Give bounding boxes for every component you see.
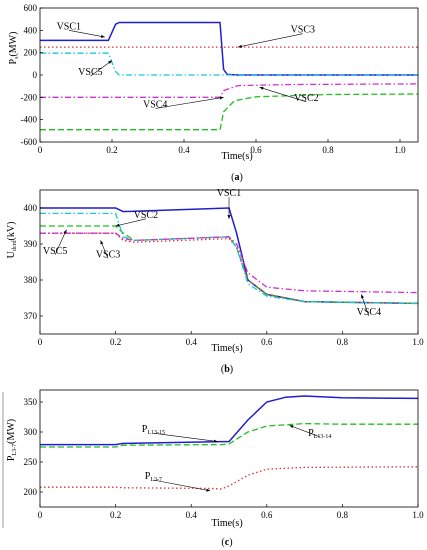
annotation-arrow <box>155 97 224 109</box>
series-l13-15-line <box>40 395 419 446</box>
annotation-label: VSC2 <box>294 93 318 104</box>
annotation-arrow <box>68 30 105 38</box>
annotation-arrowhead <box>108 60 112 64</box>
annotation-arrowhead <box>259 86 264 90</box>
annotation-arrow <box>115 218 146 227</box>
annotation-arrowhead <box>227 215 231 219</box>
x-tick-label: 1.0 <box>412 510 424 520</box>
y-tick-label: 300 <box>24 427 38 437</box>
x-tick-label: 0.4 <box>186 337 198 347</box>
x-axis-label: Time(s) <box>221 151 252 162</box>
x-axis-label: Time(s) <box>211 518 242 529</box>
annotation-label: PL3-7 <box>145 471 162 483</box>
annotation-arrowhead <box>213 439 218 443</box>
series-vsc4-line <box>40 232 419 294</box>
x-tick-label: 0.2 <box>110 510 121 520</box>
annotation-label: VSC5 <box>43 246 67 257</box>
annotation-label: VSC4 <box>143 100 167 111</box>
y-axis-label: Ps(MW) <box>8 32 20 65</box>
annotation-arrow <box>289 425 320 438</box>
annotation-label: VSC3 <box>96 249 120 260</box>
y-tick-label: 400 <box>24 203 38 213</box>
annotation-arrow <box>237 33 303 48</box>
series-vsc1-line <box>40 21 418 76</box>
annotation-arrowhead <box>100 34 105 38</box>
panel-a: Time(s) Ps(MW) (a) 0 0.2 0.4 0.6 0.8 1.0 -600 -… <box>8 3 419 183</box>
x-tick-label: 0.2 <box>106 145 117 155</box>
x-tick-label: 0.4 <box>186 510 198 520</box>
panel-c: Time(s) PL3-7(MW) (c) 0 0.2 0.4 0.6 0.8 1.0 20… <box>2 389 424 548</box>
annotation-arrowhead <box>289 425 294 429</box>
y-tick-label: -400 <box>21 115 38 125</box>
annotation-label: VSC5 <box>78 67 102 78</box>
panel-label: (a) <box>231 172 243 183</box>
annotation-arrowhead <box>63 229 67 234</box>
x-tick-label: 0.8 <box>337 337 349 347</box>
x-tick-label: 0 <box>38 145 43 155</box>
annotation-arrowhead <box>219 96 224 100</box>
panel-b: Time(s) Udcrd(kV) (b) 0 0.2 0.4 0.6 0.8 1.0 37… <box>6 188 424 375</box>
annotation-arrow <box>54 229 67 255</box>
annotation-label: PL13-15 <box>142 424 165 436</box>
annotation-label: VSC1 <box>217 188 241 199</box>
annotation-arrowhead <box>206 488 211 492</box>
annotation-arrowhead <box>238 44 242 48</box>
annotation-label: VSC3 <box>291 25 315 36</box>
plot-frame <box>39 389 419 508</box>
annotation-arrowhead <box>115 223 120 227</box>
annotation-label: VSC2 <box>134 210 158 221</box>
annotation-arrow <box>90 60 113 77</box>
y-tick-label: 350 <box>24 397 38 407</box>
series-l13-14-line <box>40 422 418 448</box>
x-tick-label: 0.8 <box>337 510 349 520</box>
annotation-arrow <box>259 86 307 103</box>
series-vsc2-line <box>40 93 419 131</box>
panel-label: (b) <box>221 364 233 375</box>
annotation-label: VSC4 <box>357 307 381 318</box>
annotation-label: PL13-14 <box>308 428 331 440</box>
y-axis-label: Udcrd(kV) <box>6 222 18 259</box>
annotation-label: VSC1 <box>57 21 81 32</box>
annotation-arrowhead <box>100 240 104 245</box>
plot-frame <box>39 189 419 335</box>
y-tick-label: 390 <box>24 239 38 249</box>
y-tick-label: -600 <box>21 137 38 147</box>
x-tick-label: 1.0 <box>394 145 406 155</box>
x-tick-label: 0 <box>38 337 43 347</box>
y-tick-label: 250 <box>24 457 38 467</box>
y-tick-label: 200 <box>24 487 38 497</box>
x-tick-label: 0.6 <box>250 145 262 155</box>
x-tick-label: 0.6 <box>261 510 273 520</box>
y-tick-label: 370 <box>24 311 38 321</box>
x-tick-label: 0.4 <box>178 145 190 155</box>
x-tick-label: 1.0 <box>412 337 424 347</box>
y-tick-label: -200 <box>21 92 38 102</box>
x-axis-label: Time(s) <box>211 343 242 354</box>
annotation-arrow <box>153 479 211 492</box>
x-tick-label: 0.2 <box>110 337 121 347</box>
x-tick-label: 0.6 <box>261 337 273 347</box>
y-axis-label: PL3-7(MW) <box>6 419 18 461</box>
annotation-arrow <box>153 432 218 442</box>
x-tick-label: 0.8 <box>322 145 334 155</box>
y-tick-label: 380 <box>24 275 38 285</box>
y-tick-label: 200 <box>24 48 38 58</box>
annotation-arrowhead <box>361 294 364 299</box>
series-vsc3-line <box>40 232 419 305</box>
series-vsc5-line <box>40 52 418 76</box>
panel-label: (c) <box>221 537 232 548</box>
y-tick-label: 400 <box>24 25 38 35</box>
x-tick-label: 0 <box>38 510 43 520</box>
y-tick-label: 0 <box>33 70 38 80</box>
series-vsc4-line <box>40 83 419 98</box>
y-tick-label: 600 <box>24 3 38 13</box>
annotation-arrow <box>361 294 370 317</box>
